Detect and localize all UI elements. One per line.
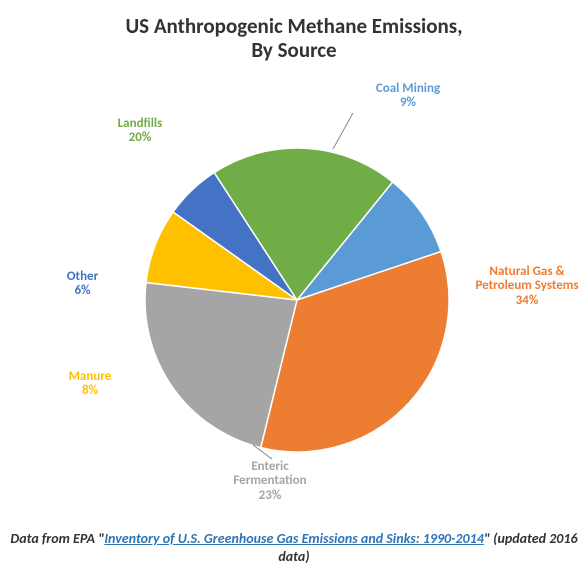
label-manure: Manure8% bbox=[55, 370, 125, 399]
chart-title-line2: By Source bbox=[251, 37, 336, 63]
chart-container: US Anthropogenic Methane Emissions, By S… bbox=[0, 0, 588, 581]
pie-area: Coal Mining9% Natural Gas &Petroleum Syst… bbox=[0, 70, 588, 500]
caption-link[interactable]: Inventory of U.S. Greenhouse Gas Emissio… bbox=[104, 530, 483, 547]
caption-prefix: Data from EPA " bbox=[10, 530, 104, 547]
label-landfills: Landfills20% bbox=[100, 117, 180, 146]
label-other: Other6% bbox=[55, 270, 110, 299]
chart-title: US Anthropogenic Methane Emissions, By S… bbox=[0, 14, 588, 62]
chart-caption: Data from EPA "Inventory of U.S. Greenho… bbox=[0, 530, 588, 565]
chart-title-line1: US Anthropogenic Methane Emissions, bbox=[125, 13, 462, 39]
label-ngp: Natural Gas &Petroleum Systems34% bbox=[462, 265, 588, 308]
label-coal: Coal Mining9% bbox=[358, 82, 458, 111]
leader-coal bbox=[333, 113, 353, 149]
label-enteric: EntericFermentation23% bbox=[210, 460, 330, 503]
